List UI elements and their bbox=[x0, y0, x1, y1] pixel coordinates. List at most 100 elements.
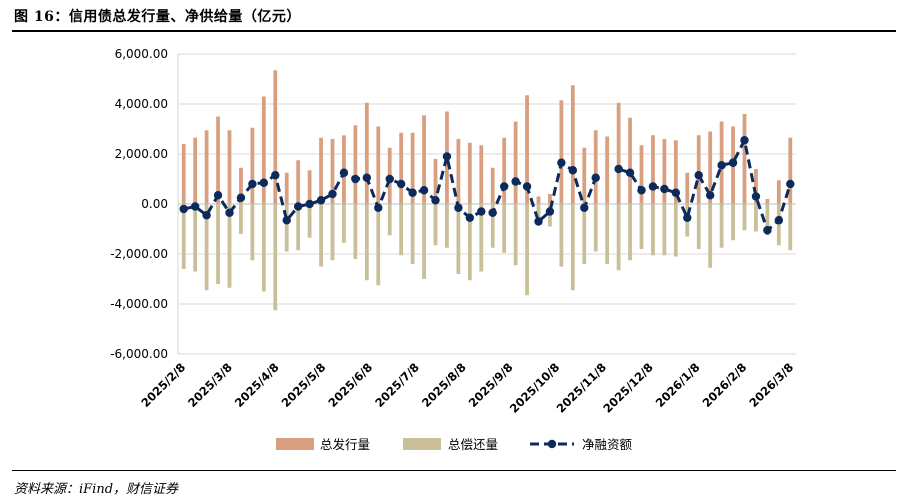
repayment-bar bbox=[284, 204, 289, 252]
net-point bbox=[202, 211, 211, 220]
issuance-bar bbox=[788, 137, 793, 204]
repayment-bar bbox=[765, 204, 770, 236]
repayment-bar bbox=[673, 204, 678, 257]
x-tick-label: 2025/8/8 bbox=[419, 360, 469, 410]
repayment-bar bbox=[742, 204, 747, 231]
issuance-bar bbox=[284, 172, 289, 204]
repayment-bar bbox=[467, 204, 472, 281]
repayment-bar bbox=[525, 204, 529, 296]
issuance-bar bbox=[513, 121, 518, 204]
y-tick-label: 4,000.00 bbox=[115, 97, 168, 111]
repayment-bar bbox=[410, 204, 415, 264]
net-point bbox=[271, 171, 280, 180]
repayment-bar bbox=[456, 204, 461, 274]
issuance-bar bbox=[307, 170, 312, 204]
net-point bbox=[728, 158, 738, 167]
repayment-bar bbox=[193, 204, 198, 272]
issuance-bar bbox=[536, 196, 541, 204]
legend-label-net: 净融资额 bbox=[582, 437, 633, 452]
source-note: 资料来源：iFind，财信证券 bbox=[14, 482, 179, 497]
repayment-bar bbox=[582, 204, 587, 264]
repayment-bar bbox=[239, 204, 243, 234]
repayment-bar bbox=[204, 204, 209, 291]
repayment-bar bbox=[422, 204, 426, 279]
repayment-bars bbox=[181, 204, 793, 311]
repayment-bar bbox=[250, 204, 255, 261]
net-point bbox=[305, 199, 314, 209]
x-tick-label: 2026/1/8 bbox=[653, 360, 703, 410]
repayment-bar bbox=[731, 204, 735, 241]
net-point bbox=[328, 189, 337, 199]
issuance-bar bbox=[422, 115, 426, 204]
repayment-bar bbox=[307, 204, 312, 238]
issuance-bar bbox=[776, 180, 781, 204]
issuance-bar bbox=[708, 131, 713, 204]
net-point bbox=[717, 161, 726, 170]
issuance-bar bbox=[639, 145, 644, 204]
net-point bbox=[694, 171, 703, 180]
y-tick-label: -6,000.00 bbox=[110, 347, 168, 361]
issuance-bar bbox=[216, 116, 220, 204]
repayment-bar bbox=[536, 204, 541, 223]
x-tick-label: 2025/5/8 bbox=[279, 360, 329, 410]
net-point bbox=[740, 136, 749, 145]
x-axis: 2025/2/82025/3/82025/4/82025/5/82025/6/8… bbox=[138, 360, 796, 415]
x-tick-label: 2025/4/8 bbox=[232, 360, 282, 410]
net-point bbox=[534, 217, 543, 226]
net-point bbox=[225, 208, 234, 217]
issuance-bar bbox=[765, 199, 770, 204]
legend: 总发行量 总偿还量 净融资额 bbox=[276, 437, 633, 452]
x-tick-label: 2026/2/8 bbox=[700, 360, 750, 410]
issuance-bar bbox=[273, 70, 278, 204]
chart: 6,000.00 4,000.00 2,000.00 0.00 -2,000.00 -4,… bbox=[110, 47, 796, 452]
net-point bbox=[282, 216, 291, 225]
bottom-rule bbox=[12, 470, 896, 471]
issuance-bar bbox=[628, 117, 632, 204]
net-point bbox=[179, 204, 188, 214]
net-point bbox=[339, 168, 349, 177]
x-tick-label: 2025/12/8 bbox=[600, 360, 655, 415]
net-point bbox=[511, 177, 520, 186]
y-tick-label: -4,000.00 bbox=[110, 297, 168, 311]
repayment-bar bbox=[216, 204, 220, 284]
repayment-bar bbox=[639, 204, 644, 249]
legend-swatch-repayment bbox=[403, 438, 441, 450]
repayment-bar bbox=[616, 204, 621, 271]
net-point bbox=[259, 178, 269, 187]
issuance-bar bbox=[319, 137, 323, 204]
issuance-bar bbox=[353, 125, 358, 204]
repayment-bar bbox=[433, 204, 438, 246]
issuance-bar bbox=[261, 96, 266, 204]
figure-title: 图 16：信用债总发行量、净供给量（亿元） bbox=[14, 9, 301, 25]
net-point bbox=[351, 174, 360, 184]
issuance-bar bbox=[651, 135, 655, 204]
repayment-bar bbox=[445, 204, 449, 248]
issuance-bar bbox=[410, 132, 415, 204]
y-tick-label: 0.00 bbox=[141, 197, 168, 211]
repayment-bar bbox=[788, 204, 793, 251]
net-point bbox=[190, 202, 200, 211]
x-tick-label: 2025/6/8 bbox=[325, 360, 375, 410]
net-point bbox=[374, 203, 383, 212]
issuance-bar bbox=[204, 130, 209, 204]
repayment-bar bbox=[651, 204, 655, 256]
net-point bbox=[671, 188, 681, 197]
issuance-bar bbox=[548, 194, 552, 204]
issuance-bar bbox=[559, 100, 564, 204]
net-line bbox=[179, 136, 795, 235]
issuance-bar bbox=[376, 126, 381, 204]
issuance-bars bbox=[181, 70, 793, 204]
x-tick-label: 2026/3/8 bbox=[746, 360, 796, 410]
x-tick-label: 2025/9/8 bbox=[466, 360, 516, 410]
repayment-bar bbox=[776, 204, 781, 246]
net-point bbox=[557, 158, 566, 167]
issuance-bar bbox=[696, 135, 701, 204]
repayment-bar bbox=[605, 204, 610, 264]
net-point bbox=[568, 166, 578, 175]
issuance-bar bbox=[673, 140, 678, 204]
repayment-bar bbox=[273, 204, 278, 311]
repayment-bar bbox=[662, 204, 667, 256]
net-point bbox=[499, 182, 509, 191]
x-tick-label: 2025/7/8 bbox=[372, 360, 422, 410]
x-tick-label: 2025/2/8 bbox=[138, 360, 188, 410]
